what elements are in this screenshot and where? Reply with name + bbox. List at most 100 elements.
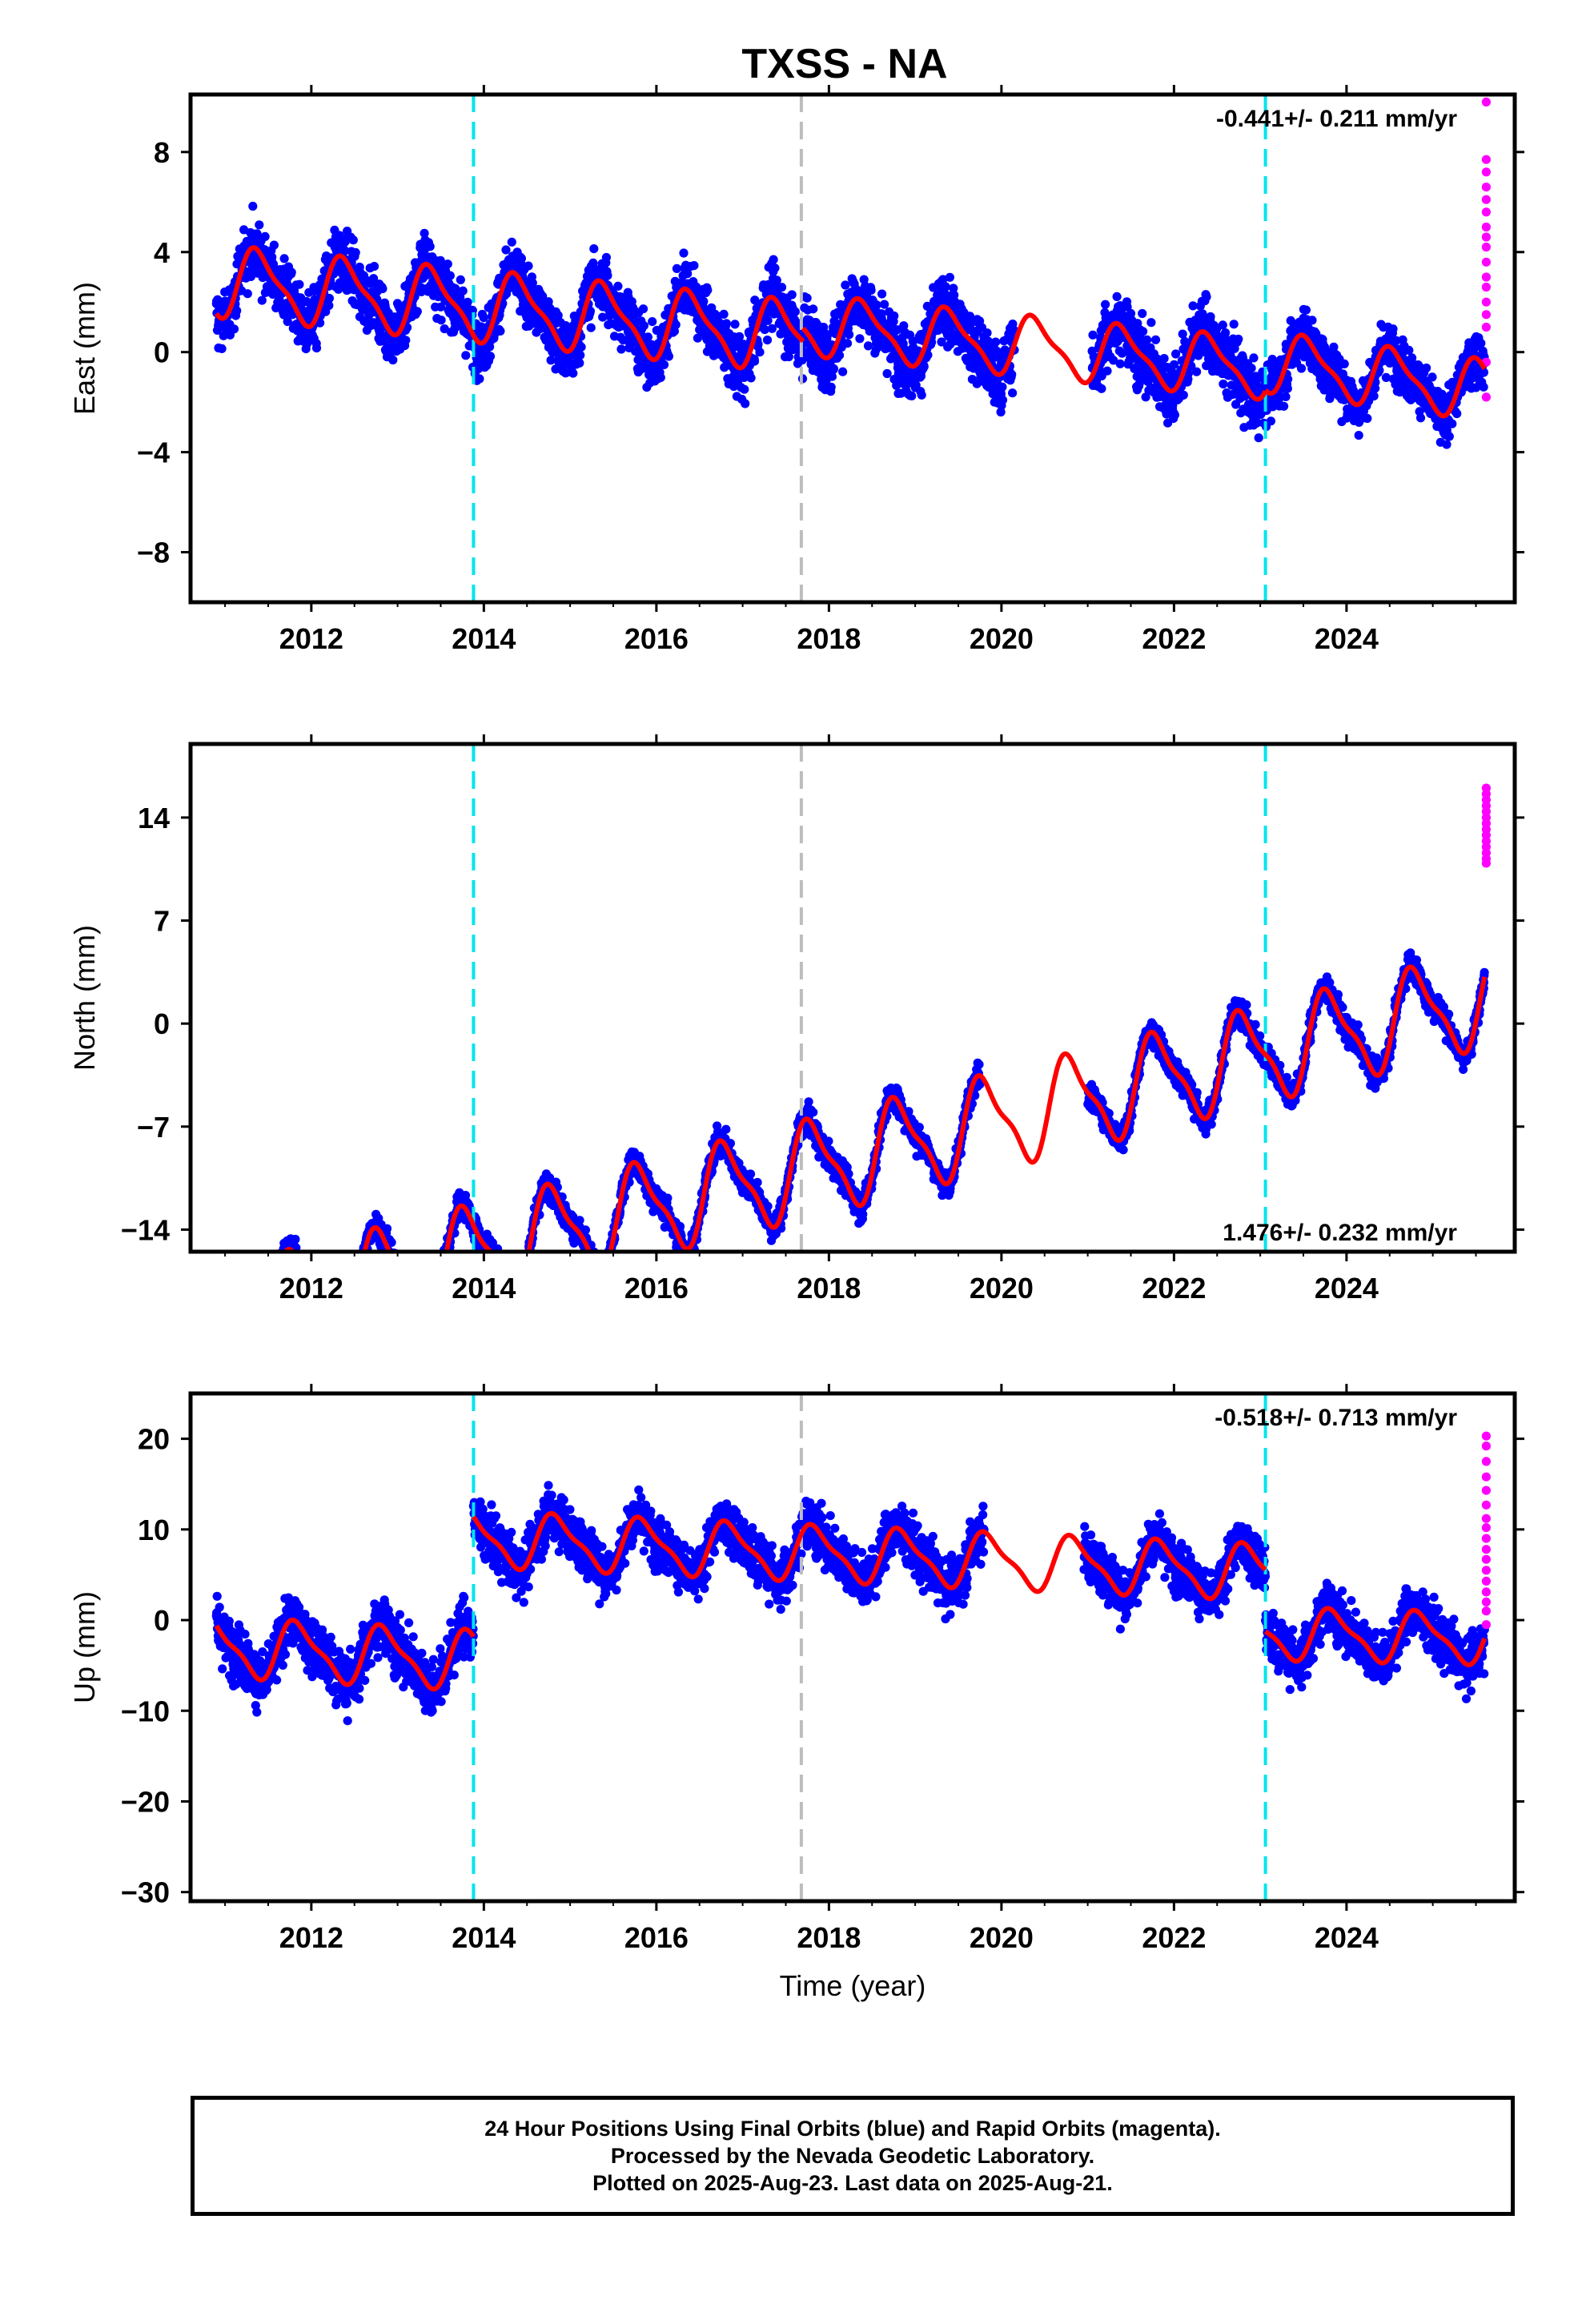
final-orbit-point xyxy=(945,272,954,282)
x-tick-label: 2018 xyxy=(797,622,861,655)
final-orbit-point xyxy=(1266,416,1275,426)
final-orbit-point xyxy=(1363,413,1372,424)
final-orbit-point xyxy=(648,317,657,327)
final-orbit-point xyxy=(998,395,1008,405)
final-orbit-point xyxy=(248,201,258,211)
final-orbit-point xyxy=(463,297,472,307)
final-orbit-point xyxy=(671,320,681,330)
final-orbit-point xyxy=(866,285,876,295)
final-orbit-point xyxy=(451,283,460,293)
final-orbit-point xyxy=(1150,335,1161,344)
final-orbit-point xyxy=(749,356,760,366)
final-orbit-point xyxy=(1281,392,1291,401)
final-orbit-point xyxy=(1159,354,1169,364)
final-orbit-point xyxy=(1415,413,1426,423)
final-orbit-point xyxy=(589,244,599,254)
final-orbit-point xyxy=(735,332,745,341)
final-orbit-point xyxy=(516,254,527,263)
final-orbit-point xyxy=(1178,390,1188,400)
final-orbit-point xyxy=(603,271,612,280)
y-tick-label: 8 xyxy=(154,136,170,169)
final-orbit-point xyxy=(1170,410,1179,420)
rapid-orbit-point xyxy=(1481,183,1491,192)
final-orbit-point xyxy=(882,368,892,379)
final-orbit-point xyxy=(941,282,950,292)
final-orbit-point xyxy=(772,275,781,285)
final-orbit-point xyxy=(1218,320,1227,330)
final-orbit-point xyxy=(576,350,585,360)
final-orbit-point xyxy=(1234,334,1243,344)
final-orbit-point xyxy=(656,372,665,382)
final-orbit-point xyxy=(295,279,304,289)
final-orbit-point xyxy=(598,312,608,322)
x-tick-label: 2014 xyxy=(452,622,516,655)
final-orbit-point xyxy=(269,240,279,250)
final-orbit-point xyxy=(1007,370,1017,380)
final-orbit-point xyxy=(1479,368,1488,377)
final-orbit-point xyxy=(420,228,429,238)
final-orbit-point xyxy=(880,300,889,309)
final-orbit-point xyxy=(1008,388,1018,398)
rapid-orbit-point xyxy=(1481,257,1491,267)
final-orbit-point xyxy=(568,368,578,378)
final-orbit-point xyxy=(479,313,488,323)
final-orbit-point xyxy=(440,324,449,334)
final-orbit-point xyxy=(436,302,446,312)
figure-title: TXSS - NA xyxy=(741,41,947,87)
final-orbit-point xyxy=(546,356,556,365)
final-orbit-point xyxy=(443,259,452,269)
final-orbit-point xyxy=(855,334,865,344)
final-orbit-point xyxy=(746,373,756,383)
final-orbit-point xyxy=(1369,392,1379,401)
final-orbit-point xyxy=(721,319,732,328)
final-orbit-point xyxy=(998,382,1007,392)
final-orbit-point xyxy=(456,275,465,284)
y-tick-label: 4 xyxy=(154,236,170,269)
final-orbit-point xyxy=(762,336,773,345)
final-orbit-point xyxy=(425,242,435,251)
rapid-orbit-point xyxy=(1481,97,1491,107)
final-orbit-point xyxy=(639,321,649,331)
final-orbit-point xyxy=(601,252,612,263)
final-orbit-point xyxy=(841,280,850,290)
final-orbit-point xyxy=(576,342,586,352)
final-orbit-point xyxy=(763,316,773,325)
final-orbit-point xyxy=(496,326,505,336)
final-orbit-point xyxy=(475,374,484,384)
final-orbit-point xyxy=(699,296,709,306)
final-orbit-point xyxy=(348,235,358,245)
final-orbit-point xyxy=(436,316,446,325)
y-tick-label: −4 xyxy=(137,436,170,469)
rapid-orbit-point xyxy=(1481,155,1491,164)
final-orbit-point xyxy=(730,320,740,329)
final-orbit-point xyxy=(1206,312,1215,322)
final-orbit-point xyxy=(1442,440,1452,449)
rapid-orbit-point xyxy=(1481,195,1491,204)
final-orbit-point xyxy=(802,293,812,303)
final-orbit-point xyxy=(683,269,693,279)
final-orbit-point xyxy=(919,362,929,372)
rapid-orbit-point xyxy=(1481,222,1491,232)
rapid-orbit-point xyxy=(1481,207,1491,217)
final-orbit-point xyxy=(760,324,769,335)
final-orbit-point xyxy=(872,300,881,310)
final-orbit-point xyxy=(769,255,778,264)
final-orbit-point xyxy=(1219,379,1228,389)
final-orbit-point xyxy=(790,307,800,316)
final-orbit-point xyxy=(255,220,264,230)
final-orbit-point xyxy=(863,341,873,351)
final-orbit-point xyxy=(324,293,334,304)
final-orbit-point xyxy=(232,306,242,316)
panel-east: 2012 2014 2016 2018 2020 2022 2024−8−4048East … xyxy=(68,85,1524,655)
final-orbit-point xyxy=(1229,320,1239,329)
final-orbit-point xyxy=(889,311,899,321)
x-tick-label: 2012 xyxy=(279,622,343,655)
final-orbit-point xyxy=(1296,364,1307,373)
final-orbit-point xyxy=(1254,433,1263,443)
y-tick-label: 0 xyxy=(154,336,170,369)
final-orbit-point xyxy=(1476,339,1486,348)
final-orbit-point xyxy=(1249,353,1259,363)
final-orbit-point xyxy=(1221,328,1231,338)
final-orbit-point xyxy=(401,336,411,345)
